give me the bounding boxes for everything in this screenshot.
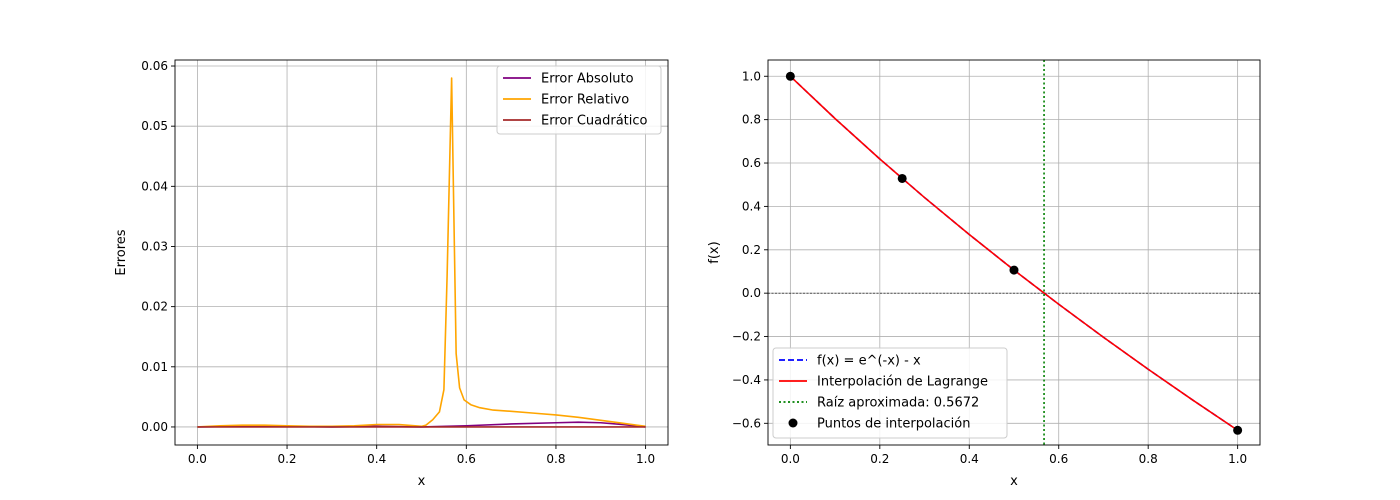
y-tick-label: 0.00 xyxy=(141,420,168,434)
interpolation-point xyxy=(1233,425,1243,435)
y-tick-label: −0.6 xyxy=(732,416,761,430)
x-tick-label: 1.0 xyxy=(636,452,655,466)
y-tick-label: 0.05 xyxy=(141,119,168,133)
legend-box xyxy=(772,347,1008,439)
axes-frame xyxy=(174,59,669,446)
y-tick-label: 0.04 xyxy=(141,179,168,193)
legend-label: Error Relativo xyxy=(541,93,629,108)
x-tick-label: 0.8 xyxy=(1139,452,1158,466)
x-axis-label: x xyxy=(418,474,426,489)
interpolation-point xyxy=(785,71,795,81)
legend-label: Error Cuadrático xyxy=(541,114,648,129)
plot-area xyxy=(768,60,1260,445)
x-tick-label: 0.6 xyxy=(1049,452,1068,466)
x-tick-label: 0.4 xyxy=(960,452,979,466)
y-tick-label: 0.0 xyxy=(742,286,761,300)
legend-label: f(x) = e^(-x) - x xyxy=(817,354,921,369)
legend-label: Raíz aproximada: 0.5672 xyxy=(817,396,979,411)
plot-area xyxy=(197,77,646,428)
y-tick-label: −0.4 xyxy=(732,373,761,387)
y-tick-label: 0.8 xyxy=(742,113,761,127)
x-tick-label: 0.0 xyxy=(781,452,800,466)
y-tick-label: 0.4 xyxy=(742,199,761,213)
y-tick-label: −0.2 xyxy=(732,330,761,344)
x-tick-label: 0.8 xyxy=(546,452,565,466)
legend-label: Error Absoluto xyxy=(541,72,634,87)
x-tick-label: 0.0 xyxy=(188,452,207,466)
x-tick-label: 0.6 xyxy=(457,452,476,466)
x-tick-label: 0.2 xyxy=(277,452,296,466)
chart-1: 0.0 0.2 0.4 0.6 0.8 1.0 0.00 0.01 0.02 0.03 0.04 0.… xyxy=(114,59,669,489)
legend-box xyxy=(496,65,662,135)
y-tick-label: 0.03 xyxy=(141,239,168,253)
y-tick-label: 0.01 xyxy=(141,360,168,374)
axes-frame xyxy=(767,59,1261,446)
interpolation-point xyxy=(1009,265,1019,275)
x-axis-label: x xyxy=(1010,474,1018,489)
y-axis-label: Errores xyxy=(114,229,129,275)
y-tick-label: 0.06 xyxy=(141,59,168,73)
legend-label: Puntos de interpolación xyxy=(817,417,970,432)
x-tick-label: 0.2 xyxy=(870,452,889,466)
x-tick-label: 0.4 xyxy=(367,452,386,466)
legend-label: Interpolación de Lagrange xyxy=(817,375,988,390)
y-tick-label: 1.0 xyxy=(742,69,761,83)
chart-2: 0.0 0.2 0.4 0.6 0.8 1.0 −0.6 −0.4 −0.2 0.0 0.2 0.4 0… xyxy=(707,59,1261,489)
y-tick-label: 0.2 xyxy=(742,243,761,257)
interpolation-point xyxy=(897,173,907,183)
y-tick-label: 0.6 xyxy=(742,156,761,170)
y-axis-label: f(x) xyxy=(707,241,722,263)
legend: Error Absoluto Error Relativo Error Cuadrá… xyxy=(496,65,662,135)
legend: f(x) = e^(-x) - x Interpolación de Lagran… xyxy=(772,347,1008,439)
y-tick-label: 0.02 xyxy=(141,300,168,314)
legend-marker xyxy=(788,418,798,428)
x-tick-label: 1.0 xyxy=(1228,452,1247,466)
